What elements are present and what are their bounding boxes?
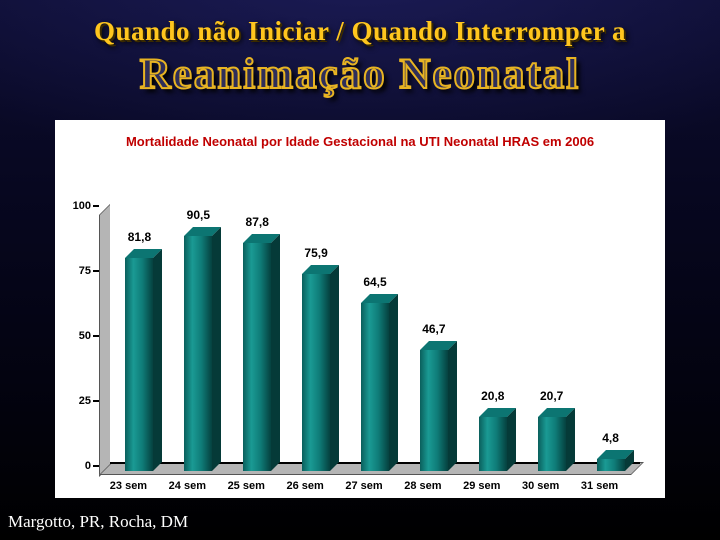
x-axis-label: 25 sem <box>227 480 265 492</box>
bar: 20,7 <box>537 389 566 471</box>
bar-value-label: 64,5 <box>363 275 387 290</box>
bar: 81,8 <box>125 230 154 471</box>
bar-value-label: 90,5 <box>186 207 211 222</box>
bar: 46,7 <box>419 322 448 471</box>
y-tick-mark <box>93 270 99 272</box>
bar-slot: 4,8 <box>581 202 640 471</box>
bar: 87,8 <box>243 215 272 471</box>
y-tick-label: 0 <box>84 460 91 472</box>
y-tick-label: 50 <box>78 330 91 342</box>
y-tick-marks <box>93 205 99 467</box>
bar-value-label: 4,8 <box>602 430 619 445</box>
y-tick-label: 25 <box>78 395 91 407</box>
x-axis-label: 24 sem <box>168 480 206 492</box>
bar: 90,5 <box>184 208 213 471</box>
bar-value-label: 81,8 <box>127 230 152 245</box>
bar-value-label: 87,8 <box>245 214 269 229</box>
bar-value-label: 75,9 <box>304 245 328 260</box>
bar-value-label: 46,7 <box>422 321 446 336</box>
y-axis: 0 25 50 75 100 <box>55 200 91 472</box>
y-tick-label: 75 <box>78 265 91 277</box>
x-axis-label: 23 sem <box>109 480 148 492</box>
chart-title: Mortalidade Neonatal por Idade Gestacion… <box>125 134 595 149</box>
slide-title-line-1: Quando não Iniciar / Quando Interromper … <box>93 16 627 46</box>
bar-slot: 46,7 <box>404 202 463 471</box>
x-axis-label: 30 sem <box>522 480 560 492</box>
footer-citation: Margotto, PR, Rocha, DM <box>8 512 189 531</box>
x-axis-label: 27 sem <box>345 480 383 492</box>
bar: 64,5 <box>361 275 389 471</box>
plot-area: 81,8 90,5 87,8 75,9 64,5 46,7 20,8 20,7 4,8 <box>110 202 640 471</box>
slide-title-line-2: Reanimação Neonatal <box>139 50 581 99</box>
y-tick-label: 100 <box>72 200 91 212</box>
bar-slot: 20,8 <box>463 202 522 471</box>
y-tick-mark <box>93 400 99 402</box>
x-axis: 23 sem 24 sem 25 sem 26 sem 27 sem 28 sem 29 s… <box>99 480 629 492</box>
x-axis-label: 26 sem <box>286 480 324 492</box>
bar-value-label: 20,8 <box>481 388 505 403</box>
x-axis-label: 31 sem <box>580 480 619 492</box>
bar-slot: 90,5 <box>169 202 228 471</box>
bar: 4,8 <box>596 431 625 471</box>
x-axis-label: 29 sem <box>463 480 501 492</box>
x-axis-label: 28 sem <box>404 480 442 492</box>
bar-value-label: 20,7 <box>539 389 564 404</box>
bar: 20,8 <box>478 389 507 471</box>
bar-slot: 75,9 <box>287 202 346 471</box>
bar-slot: 87,8 <box>228 202 287 471</box>
bar-slot: 20,7 <box>522 202 581 471</box>
y-tick-mark <box>93 205 99 207</box>
chart-panel: Mortalidade Neonatal por Idade Gestacion… <box>55 120 665 498</box>
bar-slot: 64,5 <box>346 202 405 471</box>
y-tick-mark <box>93 335 99 337</box>
bar-slot: 81,8 <box>110 202 169 471</box>
y-tick-mark <box>93 465 99 467</box>
bar: 75,9 <box>302 246 331 471</box>
